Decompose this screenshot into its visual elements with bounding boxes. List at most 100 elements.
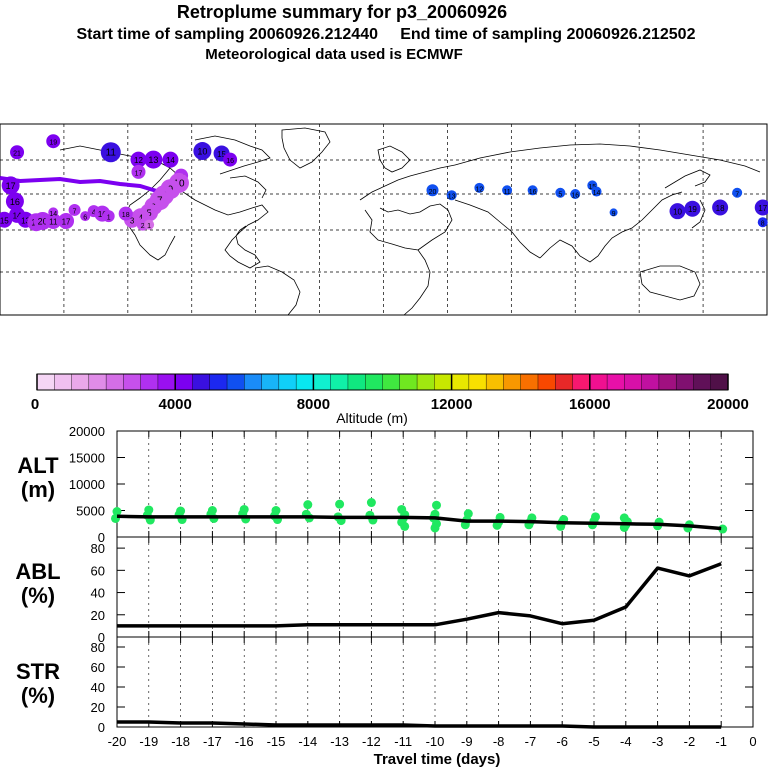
plume-marker: 14 — [591, 186, 602, 197]
plume-marker-dot — [684, 200, 701, 217]
plume-marker-dot — [162, 151, 179, 168]
plume-marker-label: 18 — [122, 212, 130, 219]
plume-marker: 5 — [555, 187, 566, 198]
plume-marker-dot — [45, 212, 62, 229]
plume-marker-label: 7 — [735, 191, 739, 198]
plume-marker: 12 — [474, 182, 485, 193]
x-tick-label: -4 — [620, 734, 632, 749]
x-tick-label: -12 — [362, 734, 381, 749]
x-tick-label: -8 — [493, 734, 505, 749]
plume-marker: 17 — [754, 199, 768, 216]
plume-marker-label: 8 — [761, 221, 765, 228]
panel-label-name: ALT — [17, 453, 59, 478]
plume-marker-label: 5 — [558, 191, 562, 198]
plume-marker-dot — [474, 182, 485, 193]
x-tick-label: -1 — [715, 734, 727, 749]
altitude-point — [303, 500, 313, 510]
altitude-colorbar: 0 4000 8000 12000 16000 20000 Altitude (m) — [31, 373, 749, 426]
plume-marker-label: 1 — [147, 223, 151, 230]
colorbar-cell — [365, 373, 384, 391]
plume-marker-label: 3 — [130, 216, 135, 225]
plume-marker: 16 — [223, 152, 238, 167]
y-tick-label: 60 — [91, 563, 105, 578]
x-tick-label: -16 — [235, 734, 254, 749]
colorbar-cells — [36, 373, 729, 391]
colorbar-cell — [71, 373, 90, 391]
colorbar-label: Altitude (m) — [336, 410, 408, 426]
plume-marker-dot — [48, 207, 59, 218]
colorbar-tick-label: 8000 — [297, 396, 330, 413]
colorbar-cell — [157, 373, 176, 391]
plume-marker-label: 9 — [612, 211, 616, 218]
altitude-point — [112, 507, 122, 517]
x-tick-label: -13 — [330, 734, 349, 749]
plume-marker: 12 — [130, 151, 147, 168]
y-tick-label: 0 — [98, 630, 105, 645]
plume-marker-label: 16 — [226, 158, 234, 165]
plume-marker-label: 20 — [38, 216, 48, 226]
panel-label-unit: (%) — [21, 683, 55, 708]
plume-marker-label: 13 — [448, 194, 456, 201]
plume-marker-label: 16 — [98, 210, 107, 219]
plume-marker: 17 — [1, 176, 20, 195]
colorbar-cell — [416, 373, 435, 391]
y-tick-label: 0 — [98, 530, 105, 545]
plume-marker-label: 6 — [83, 215, 87, 222]
x-tick-label: -18 — [171, 734, 190, 749]
plume-marker-label: 17 — [758, 204, 767, 213]
plume-marker-dot — [1, 176, 20, 195]
colorbar-cell — [624, 373, 643, 391]
colorbar-tick-label: 20000 — [707, 396, 749, 413]
x-tick-labels: -20 -19 -18 -17 -16 -15 -14 -13 -12 -11 -10 -9 -8 -7-… — [108, 734, 757, 749]
altitude-point — [397, 504, 407, 514]
plume-marker-label: 16 — [529, 189, 537, 196]
plume-marker-label: 4 — [92, 210, 96, 217]
plume-marker-label: 11 — [503, 189, 510, 196]
colorbar-cell — [295, 373, 314, 391]
plume-marker-dot — [5, 192, 24, 211]
plume-marker: 19 — [684, 200, 701, 217]
plume-marker: 16 — [5, 192, 24, 211]
colorbar-cell — [658, 373, 677, 391]
colorbar-cell — [347, 373, 366, 391]
x-tick-label: -2 — [684, 734, 696, 749]
plume-marker-label: 20 — [429, 189, 437, 196]
x-tick-label: -9 — [461, 734, 473, 749]
panel-label-name: ABL — [15, 559, 60, 584]
y-tick-label: 20 — [91, 608, 105, 623]
colorbar-cell — [123, 373, 142, 391]
x-tick-label: -7 — [525, 734, 537, 749]
x-tick-label: -17 — [203, 734, 222, 749]
plume-marker: 8 — [757, 217, 768, 228]
colorbar-cell — [105, 373, 124, 391]
x-tick-label: -3 — [652, 734, 664, 749]
series-line — [117, 720, 722, 729]
plume-marker: 10 — [193, 142, 212, 161]
plume-marker-label: 13 — [148, 155, 158, 165]
plume-marker-dot — [754, 199, 768, 216]
series-line — [116, 514, 722, 531]
plume-marker-dot — [426, 184, 439, 197]
x-axis-label: Travel time (days) — [374, 751, 501, 768]
colorbar-cell — [451, 373, 470, 391]
plume-marker: 17 — [58, 212, 75, 229]
x-tick-label: -19 — [139, 734, 158, 749]
plume-marker-label: 16 — [571, 192, 579, 199]
colorbar-cell — [36, 373, 55, 391]
altitude-point — [619, 513, 629, 523]
plume-marker: 6 — [80, 211, 91, 222]
colorbar-cell — [468, 373, 487, 391]
y-tick-label: 0 — [98, 720, 105, 735]
plume-marker-dot — [446, 190, 457, 201]
colorbar-ticks: 0 4000 8000 12000 16000 20000 — [31, 374, 749, 413]
altitude-point — [366, 498, 376, 508]
plume-marker: 7 — [68, 203, 81, 216]
plume-marker-label: 21 — [13, 151, 21, 158]
plume-marker-dot — [68, 203, 81, 216]
plume-marker-dot — [502, 185, 513, 196]
plume-marker-label: 15 — [217, 150, 226, 159]
y-tick-label: 60 — [91, 660, 105, 675]
colorbar-cell — [434, 373, 453, 391]
plume-marker-label: 15 — [0, 216, 9, 225]
y-tick-label: 80 — [91, 640, 105, 655]
